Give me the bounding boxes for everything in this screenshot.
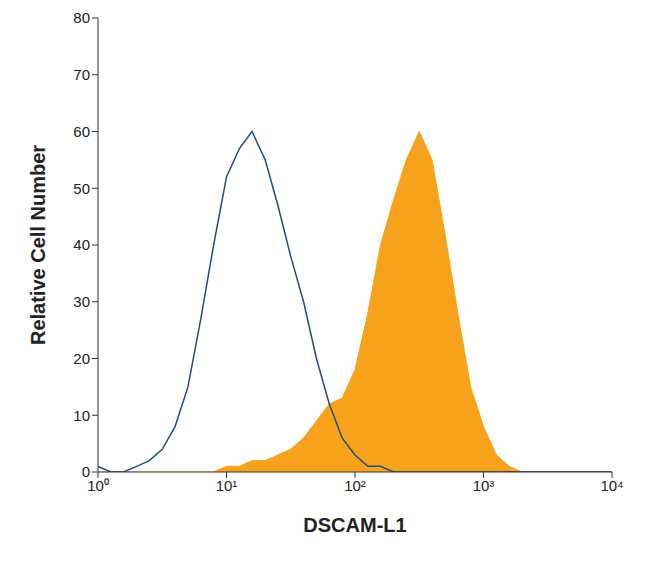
svg-text:10²: 10² [344, 477, 366, 494]
svg-text:10³: 10³ [473, 477, 495, 494]
svg-text:60: 60 [73, 123, 90, 140]
svg-text:0: 0 [82, 463, 90, 480]
svg-text:30: 30 [73, 293, 90, 310]
svg-text:10⁰: 10⁰ [87, 477, 109, 494]
svg-text:50: 50 [73, 180, 90, 197]
svg-text:10¹: 10¹ [216, 477, 238, 494]
svg-text:DSCAM-L1: DSCAM-L1 [303, 514, 406, 536]
svg-text:40: 40 [73, 236, 90, 253]
svg-text:80: 80 [73, 9, 90, 26]
svg-text:20: 20 [73, 350, 90, 367]
svg-text:10⁴: 10⁴ [600, 477, 623, 494]
svg-text:Relative Cell Number: Relative Cell Number [27, 145, 49, 345]
svg-text:70: 70 [73, 66, 90, 83]
svg-text:10: 10 [73, 407, 90, 424]
